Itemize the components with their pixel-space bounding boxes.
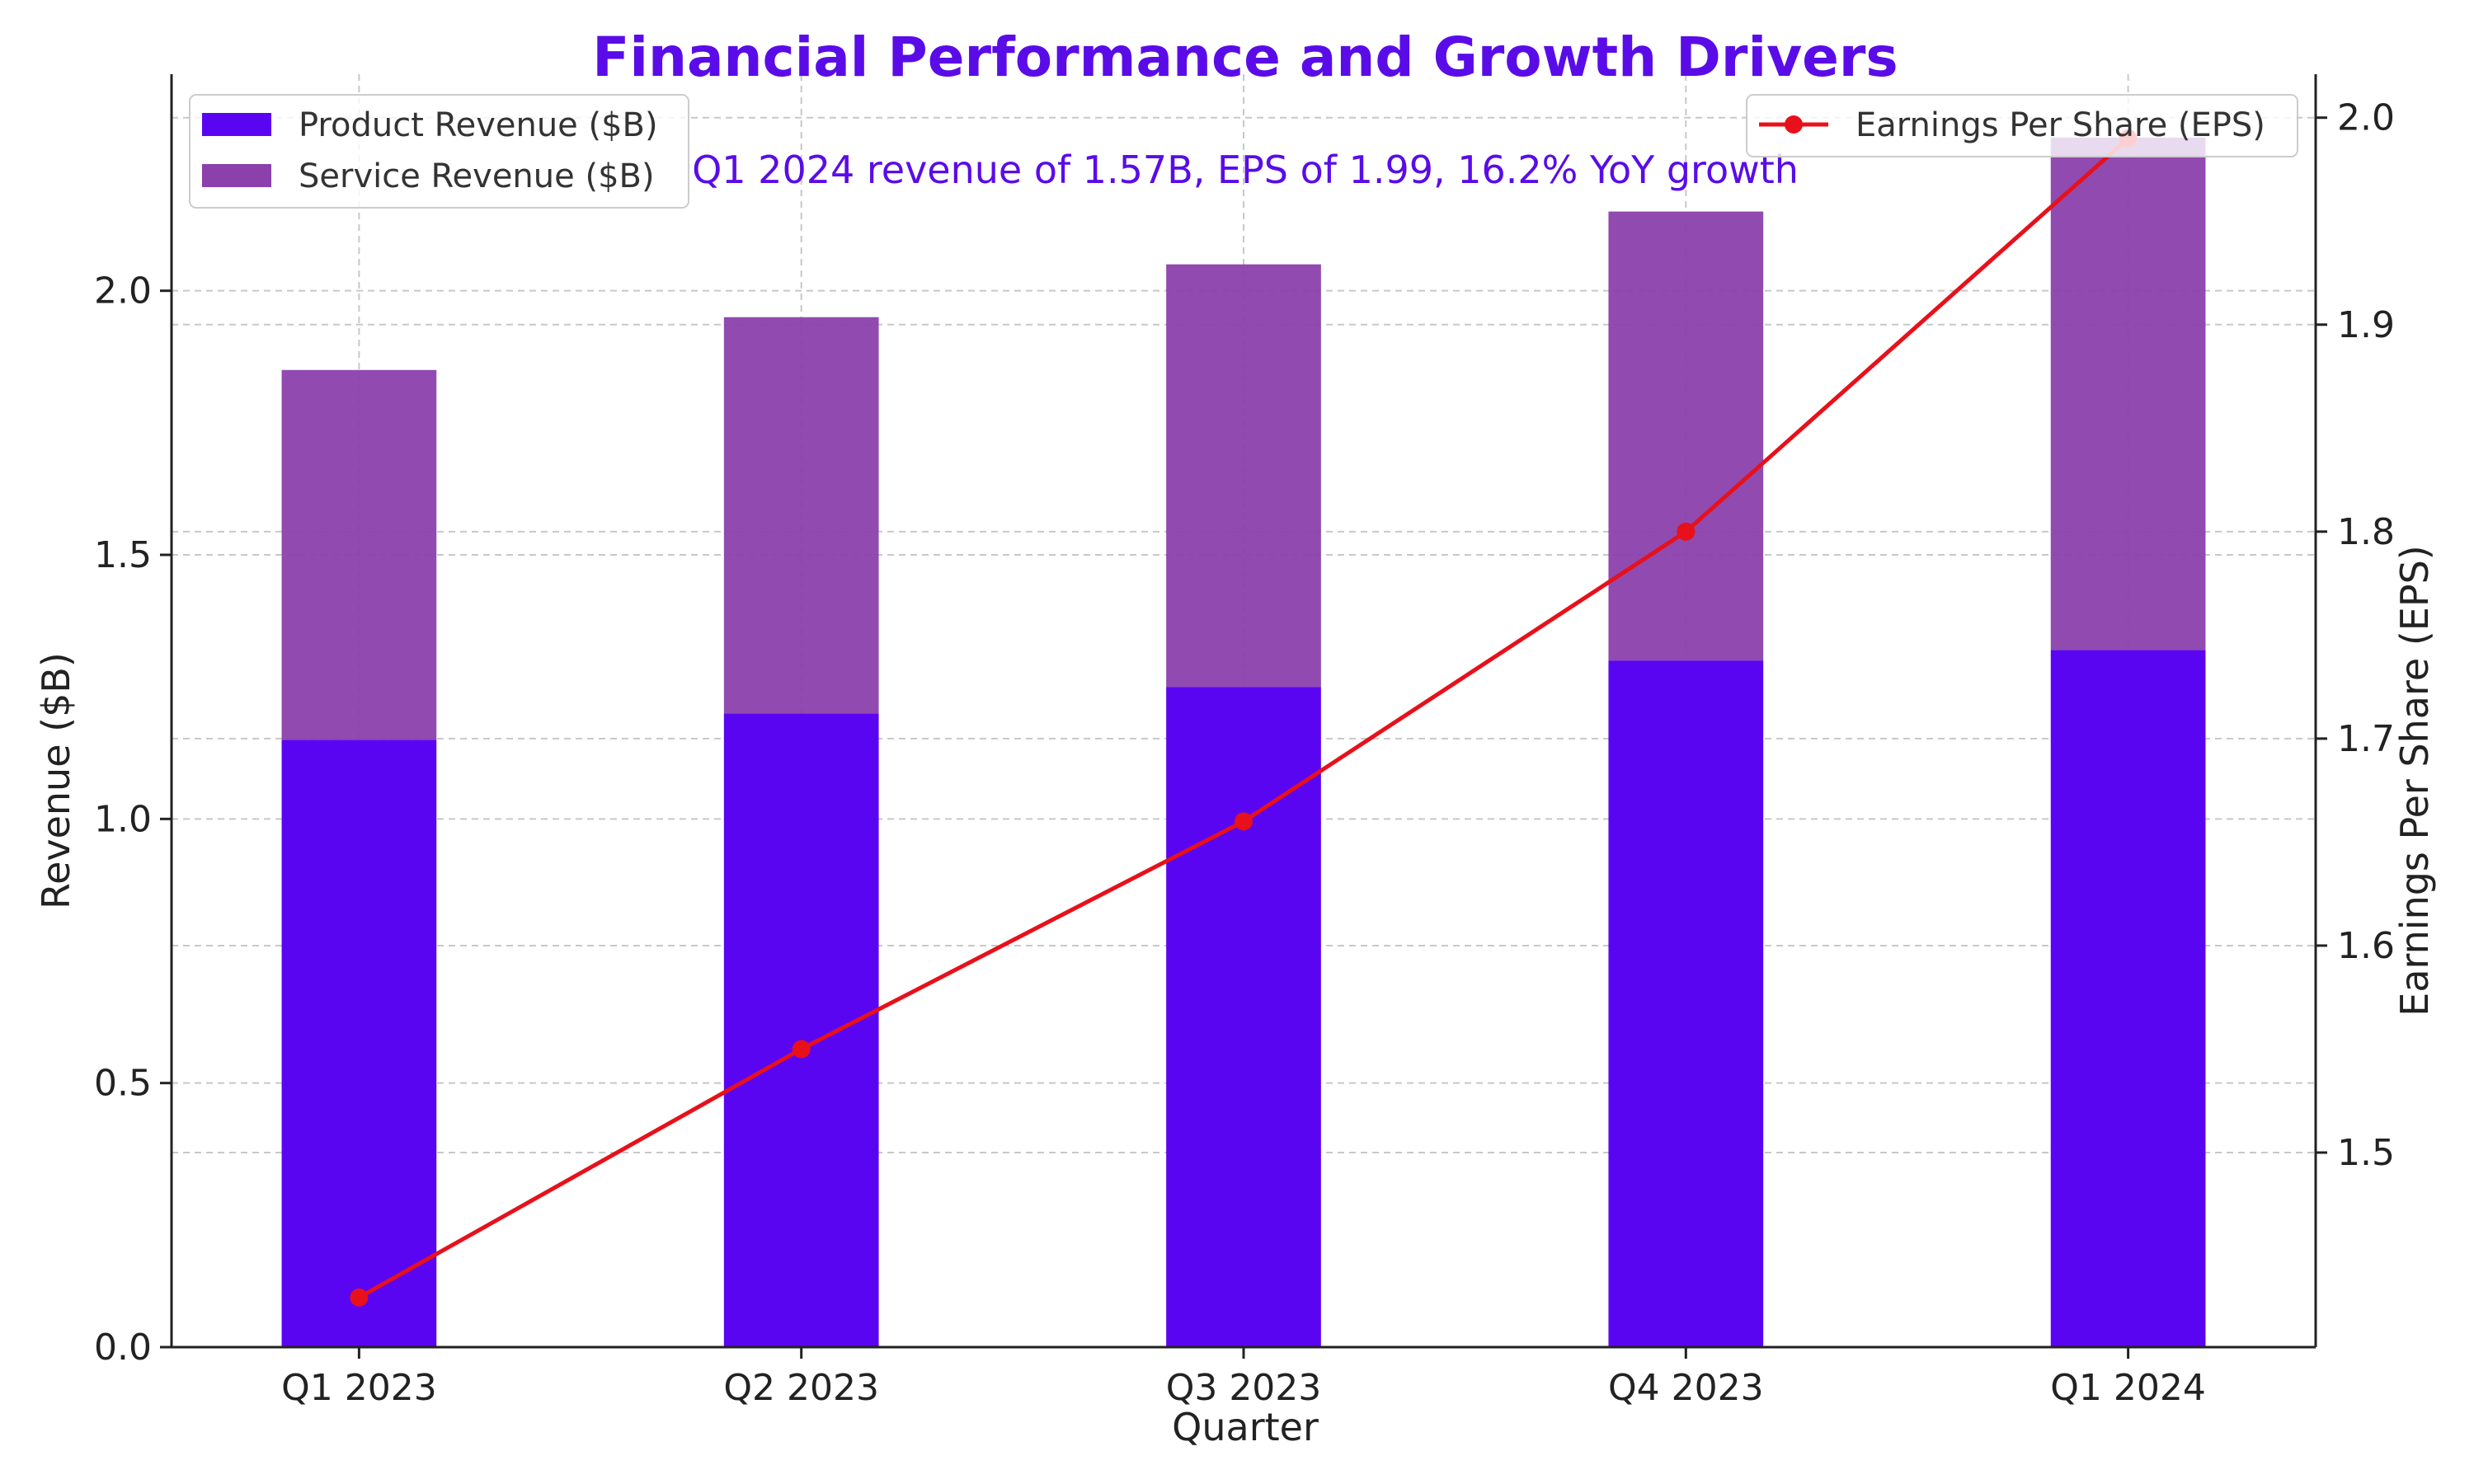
y2-axis-label: Earnings Per Share (EPS) [2392, 545, 2437, 1016]
x-tick-label-1: Q2 2023 [723, 1367, 879, 1409]
bar-product-1 [723, 713, 879, 1347]
bar-service-4 [2050, 137, 2206, 650]
legend-right-box [1746, 94, 2298, 157]
legend-label-eps: Earnings Per Share (EPS) [1856, 106, 2265, 144]
x-tick-label-4: Q1 2024 [2050, 1367, 2206, 1409]
y-tick-label-1.0: 1.0 [94, 798, 152, 840]
y2-tick-label-1.6: 1.6 [2337, 925, 2395, 967]
bar-product-4 [2050, 650, 2206, 1347]
y2-tick-label-1.8: 1.8 [2337, 511, 2395, 553]
bar-service-0 [281, 369, 437, 740]
y-tick-label-2.0: 2.0 [94, 270, 152, 312]
bar-service-1 [723, 317, 879, 714]
bar-product-3 [1608, 660, 1764, 1347]
eps-point-1 [792, 1040, 811, 1059]
legend-label-product: Product Revenue ($B) [299, 106, 658, 144]
eps-line-layer [350, 129, 2138, 1307]
y2-tick-label-1.5: 1.5 [2337, 1132, 2395, 1174]
bar-layer [281, 137, 2206, 1347]
y-axis-label: Revenue ($B) [34, 652, 78, 909]
eps-point-3 [1677, 522, 1696, 541]
bar-service-3 [1608, 211, 1764, 661]
x-tick-label-3: Q4 2023 [1608, 1367, 1764, 1409]
y2-tick-label-2.0: 2.0 [2337, 97, 2395, 139]
y-tick-label-0.5: 0.5 [94, 1063, 152, 1105]
y-tick-label-1.5: 1.5 [94, 534, 152, 576]
axis-layer: 0.0 0.5 1.0 1.5 2.0 1.5 1.6 1.7 1.8 1.9 2.0 Q1 2023… [94, 74, 2395, 1409]
legend-swatch-product [202, 113, 271, 136]
chart-subtitle: Q1 2024 revenue of 1.57B, EPS of 1.99, 1… [692, 148, 1799, 192]
legend-swatch-service [202, 164, 271, 187]
bar-service-2 [1166, 264, 1321, 688]
y2-tick-label-1.7: 1.7 [2337, 718, 2395, 760]
chart-title: Financial Performance and Growth Drivers [592, 26, 1898, 89]
x-tick-label-0: Q1 2023 [281, 1367, 437, 1409]
legend-left-box [189, 94, 689, 209]
y2-tick-label-1.9: 1.9 [2337, 304, 2395, 346]
legend-left: Product Revenue ($B) Service Revenue ($B… [189, 94, 689, 209]
legend-swatch-eps-marker [1785, 115, 1803, 134]
eps-point-2 [1235, 812, 1253, 831]
legend-label-service: Service Revenue ($B) [299, 157, 655, 195]
bar-product-2 [1166, 687, 1321, 1347]
legend-right: Earnings Per Share (EPS) [1746, 94, 2298, 157]
x-axis-label: Quarter [1172, 1405, 1319, 1449]
x-tick-label-2: Q3 2023 [1166, 1367, 1322, 1409]
eps-point-0 [350, 1288, 369, 1307]
bar-product-0 [281, 740, 437, 1347]
y-tick-label-0.0: 0.0 [94, 1327, 152, 1369]
